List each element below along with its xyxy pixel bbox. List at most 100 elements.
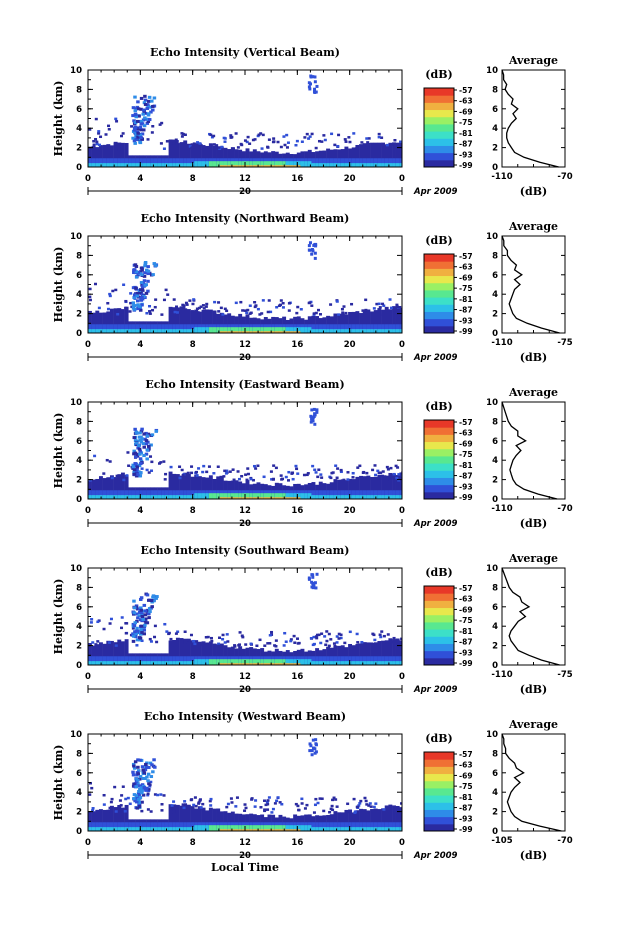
echo-cell — [373, 310, 378, 333]
plume-cell — [140, 137, 145, 141]
plume-cell — [136, 616, 140, 620]
colorbar-label: -81 — [459, 461, 473, 470]
echo-cell — [109, 329, 114, 333]
ylabel: Height (km) — [52, 247, 65, 323]
echo-cell — [106, 163, 111, 167]
echo-cell — [274, 331, 279, 333]
plume-cell — [134, 138, 138, 142]
echo-cell — [223, 663, 228, 665]
echo-speck — [232, 478, 236, 482]
echo-cell — [362, 143, 367, 167]
echo-cell — [344, 656, 349, 665]
plume-cell — [135, 294, 139, 298]
echo-speck — [199, 806, 203, 809]
echo-cell — [359, 475, 364, 499]
echo-speck — [367, 804, 371, 807]
echo-speck — [171, 474, 175, 477]
echo-speck — [92, 312, 96, 316]
echo-speck — [172, 298, 176, 301]
echo-cell — [377, 163, 382, 167]
plume-cell — [145, 457, 149, 461]
echo-cell — [322, 158, 327, 167]
echo-cell — [139, 661, 144, 665]
plume-cell — [138, 457, 143, 461]
echo-cell — [102, 329, 107, 333]
plume-cell — [136, 303, 140, 307]
plume-cell — [134, 132, 138, 136]
echo-cell — [183, 822, 188, 831]
echo-speck — [239, 300, 243, 304]
echo-cell — [322, 495, 327, 499]
echo-speck — [240, 634, 244, 637]
ytick-label: 6 — [76, 271, 82, 281]
echo-speck — [381, 313, 385, 317]
colorbar-label: -57 — [459, 750, 473, 759]
echo-cell — [362, 822, 367, 831]
echo-cell — [340, 163, 345, 167]
echo-cell — [98, 476, 103, 499]
echo-cell — [194, 659, 199, 665]
echo-cell — [351, 656, 356, 665]
avg-frame — [501, 69, 566, 168]
echo-speck — [119, 144, 123, 148]
plume-cell — [140, 614, 144, 618]
echo-speck — [312, 811, 316, 814]
echo-cell — [223, 811, 228, 831]
echo-cell — [190, 310, 195, 333]
echo-cell — [157, 324, 162, 333]
xtick-label: 0 — [399, 838, 405, 848]
echo-speck — [205, 470, 209, 474]
echo-cell — [135, 661, 140, 665]
colorbar-swatch — [424, 621, 454, 630]
xtick-label: 20 — [344, 506, 356, 516]
echo-speck — [95, 140, 99, 144]
xtick-label: 0 — [85, 838, 91, 848]
echo-cell — [91, 313, 96, 333]
colorbar-swatch — [424, 614, 454, 623]
echo-speck — [300, 802, 304, 805]
echo-cell — [256, 825, 261, 831]
avg-title: Average — [508, 220, 558, 233]
echo-cell — [392, 490, 396, 499]
plume-cell — [139, 624, 144, 628]
echo-speck — [260, 312, 264, 315]
echo-cell — [230, 663, 235, 665]
plume-cell — [140, 765, 145, 769]
plume-cell — [144, 452, 149, 456]
echo-speck — [189, 633, 193, 637]
echo-cell — [175, 490, 180, 499]
echo-cell — [95, 644, 100, 665]
echo-speck — [220, 145, 224, 149]
echo-cell — [128, 324, 133, 333]
echo-cell — [322, 163, 327, 167]
avg-profile-line — [501, 69, 559, 168]
echo-speck — [229, 136, 233, 139]
echo-cell — [234, 663, 239, 665]
echo-cell — [384, 827, 389, 831]
ylabel: Height (km) — [52, 579, 65, 655]
plume-cell — [137, 777, 142, 781]
echo-cell — [333, 822, 338, 831]
colorbar-swatch — [424, 261, 454, 269]
echo-cell — [238, 313, 243, 333]
echo-cell — [124, 158, 129, 167]
echo-cell — [362, 490, 367, 499]
echo-speck — [108, 622, 112, 625]
echo-cell — [120, 142, 125, 167]
echo-speck — [278, 801, 282, 804]
plume-cell — [152, 599, 156, 603]
echo-speck — [90, 786, 94, 790]
echo-speck — [324, 643, 328, 647]
echo-speck — [174, 632, 178, 635]
echo-speck — [329, 638, 333, 641]
echo-cell — [227, 663, 232, 665]
echo-speck — [120, 616, 124, 619]
ytick-label: 6 — [76, 105, 82, 115]
echo-cell — [109, 656, 114, 665]
echo-speck — [365, 137, 369, 140]
plume-cell — [144, 442, 149, 446]
echo-cell — [120, 158, 125, 167]
echo-speck — [243, 803, 247, 806]
echo-cell — [377, 142, 382, 167]
echo-cell — [124, 142, 129, 167]
